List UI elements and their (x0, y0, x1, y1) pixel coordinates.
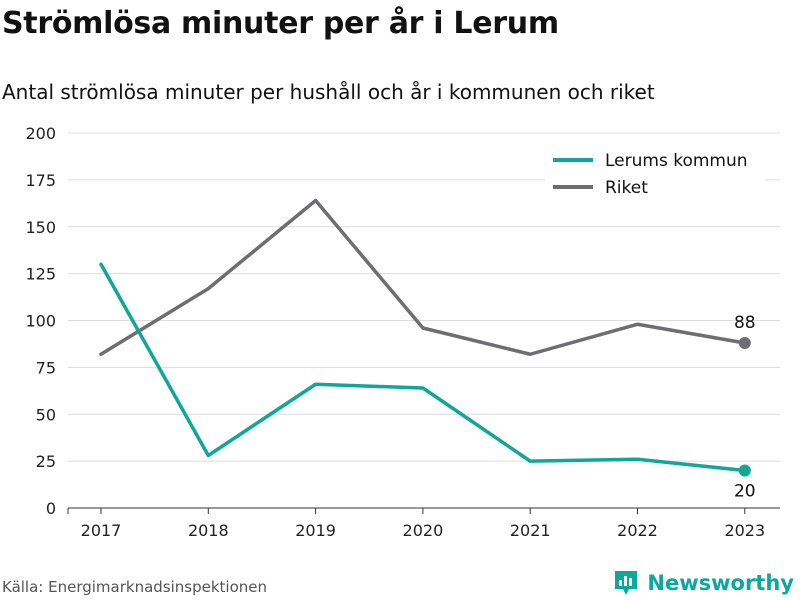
legend-label: Riket (605, 178, 648, 198)
y-tick-label: 25 (36, 452, 56, 471)
y-tick-label: 175 (25, 171, 56, 190)
y-tick-label: 200 (25, 124, 56, 143)
legend: Lerums kommun Riket (545, 146, 765, 204)
y-tick-label: 0 (46, 499, 56, 518)
series-end-label: 20 (734, 482, 756, 502)
y-tick-label: 100 (25, 312, 56, 331)
x-tick-label: 2019 (295, 521, 336, 540)
series-end-point (738, 337, 751, 349)
x-tick-label: 2022 (617, 521, 658, 540)
legend-box (545, 146, 765, 204)
series-end-point (738, 464, 751, 477)
brand-name: Newsworthy (647, 571, 794, 595)
series-lines: 88 20 (99, 198, 756, 502)
x-tick-label: 2021 (510, 521, 551, 540)
brand-logo: Newsworthy (613, 569, 794, 597)
y-tick-label: 125 (25, 265, 56, 284)
source-note: Källa: Energimarknadsinspektionen (2, 578, 268, 596)
x-tick-label: 2023 (724, 521, 765, 540)
y-tick-label: 150 (25, 218, 56, 237)
chart-subtitle: Antal strömlösa minuter per hushåll och … (2, 80, 655, 104)
y-tick-label: 75 (36, 358, 56, 377)
bar-chart-logo-icon (615, 571, 638, 595)
series-end-label: 88 (734, 313, 756, 333)
chart-title: Strömlösa minuter per år i Lerum (2, 6, 559, 41)
series-line (99, 198, 747, 356)
x-tick-label: 2017 (81, 521, 122, 540)
x-tick-label: 2018 (188, 521, 229, 540)
legend-label: Lerums kommun (605, 151, 748, 171)
y-tick-label: 50 (36, 405, 56, 424)
x-tick-label: 2020 (403, 521, 444, 540)
series-line (99, 262, 747, 473)
